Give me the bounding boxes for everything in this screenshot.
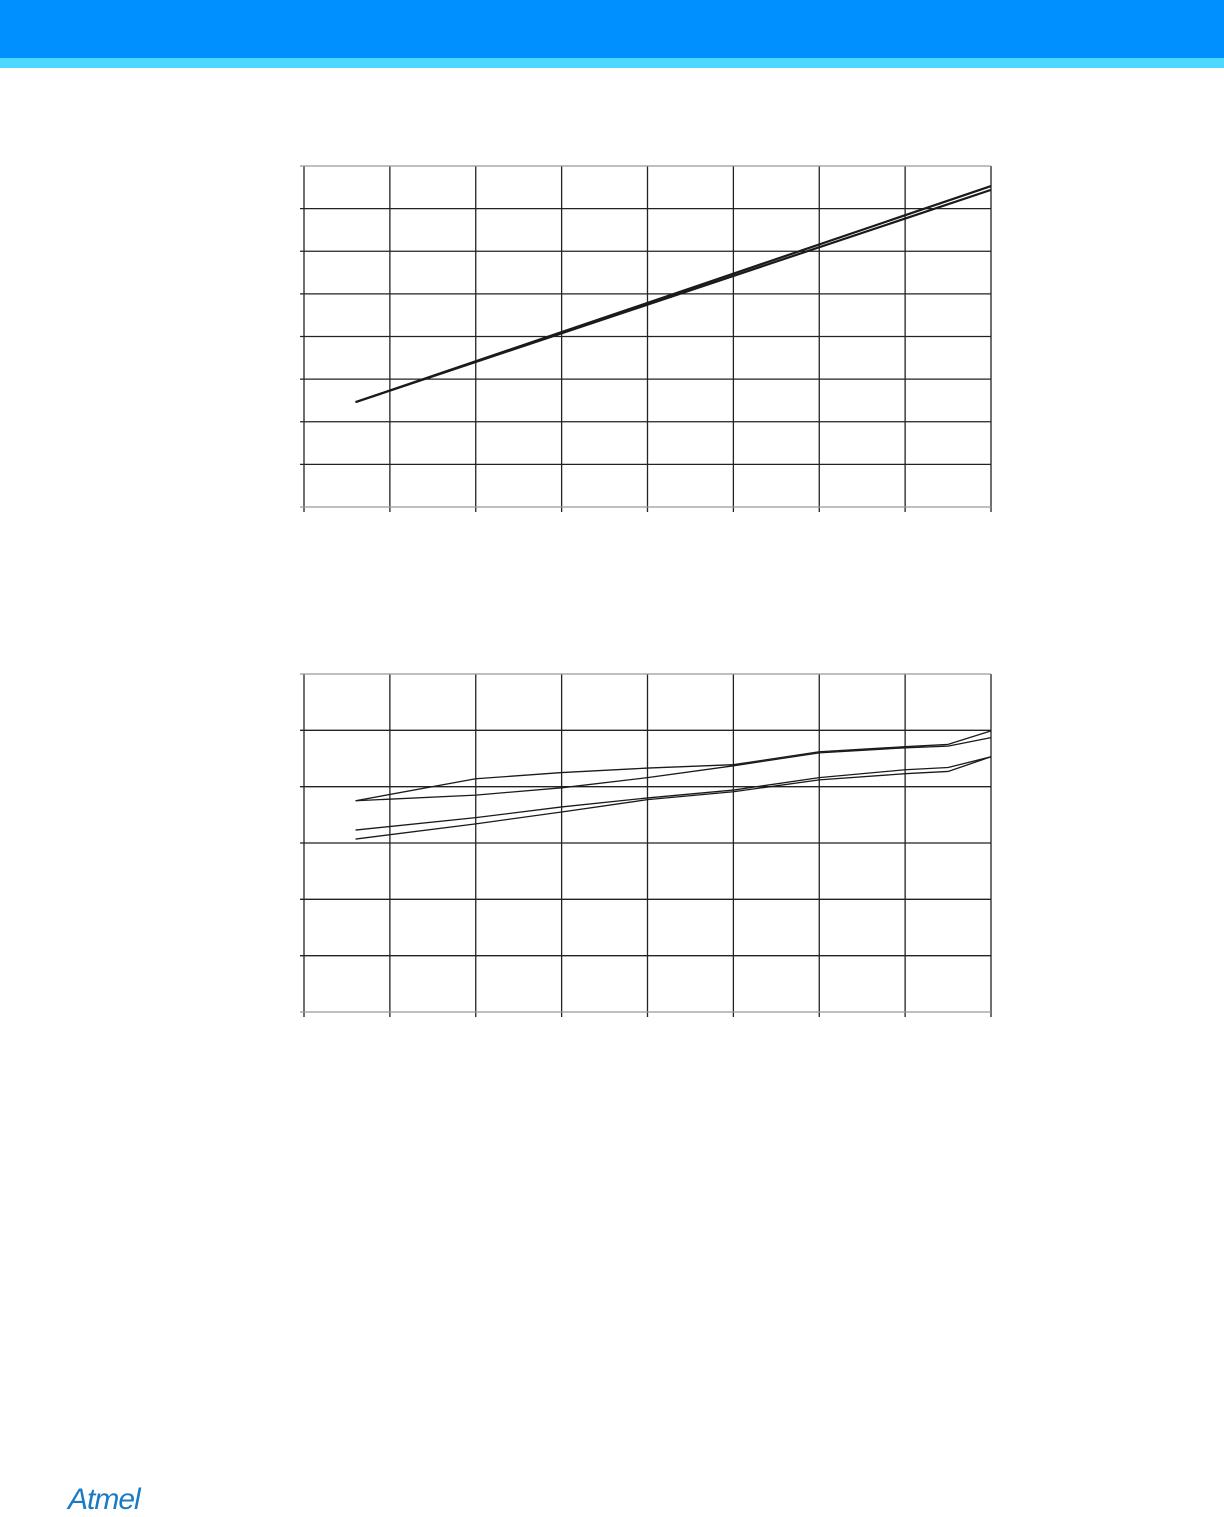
page-header-bar	[0, 0, 1224, 58]
chart-1	[300, 165, 992, 512]
atmel-logo: Atmel	[68, 1483, 141, 1516]
series-line-2	[355, 737, 992, 802]
series-line-2	[355, 188, 992, 404]
series-line-3	[355, 756, 992, 831]
page-header-stripe	[0, 58, 1224, 68]
series-line-1	[355, 730, 992, 802]
series-line-4	[355, 756, 992, 840]
chart-2	[300, 673, 992, 1017]
